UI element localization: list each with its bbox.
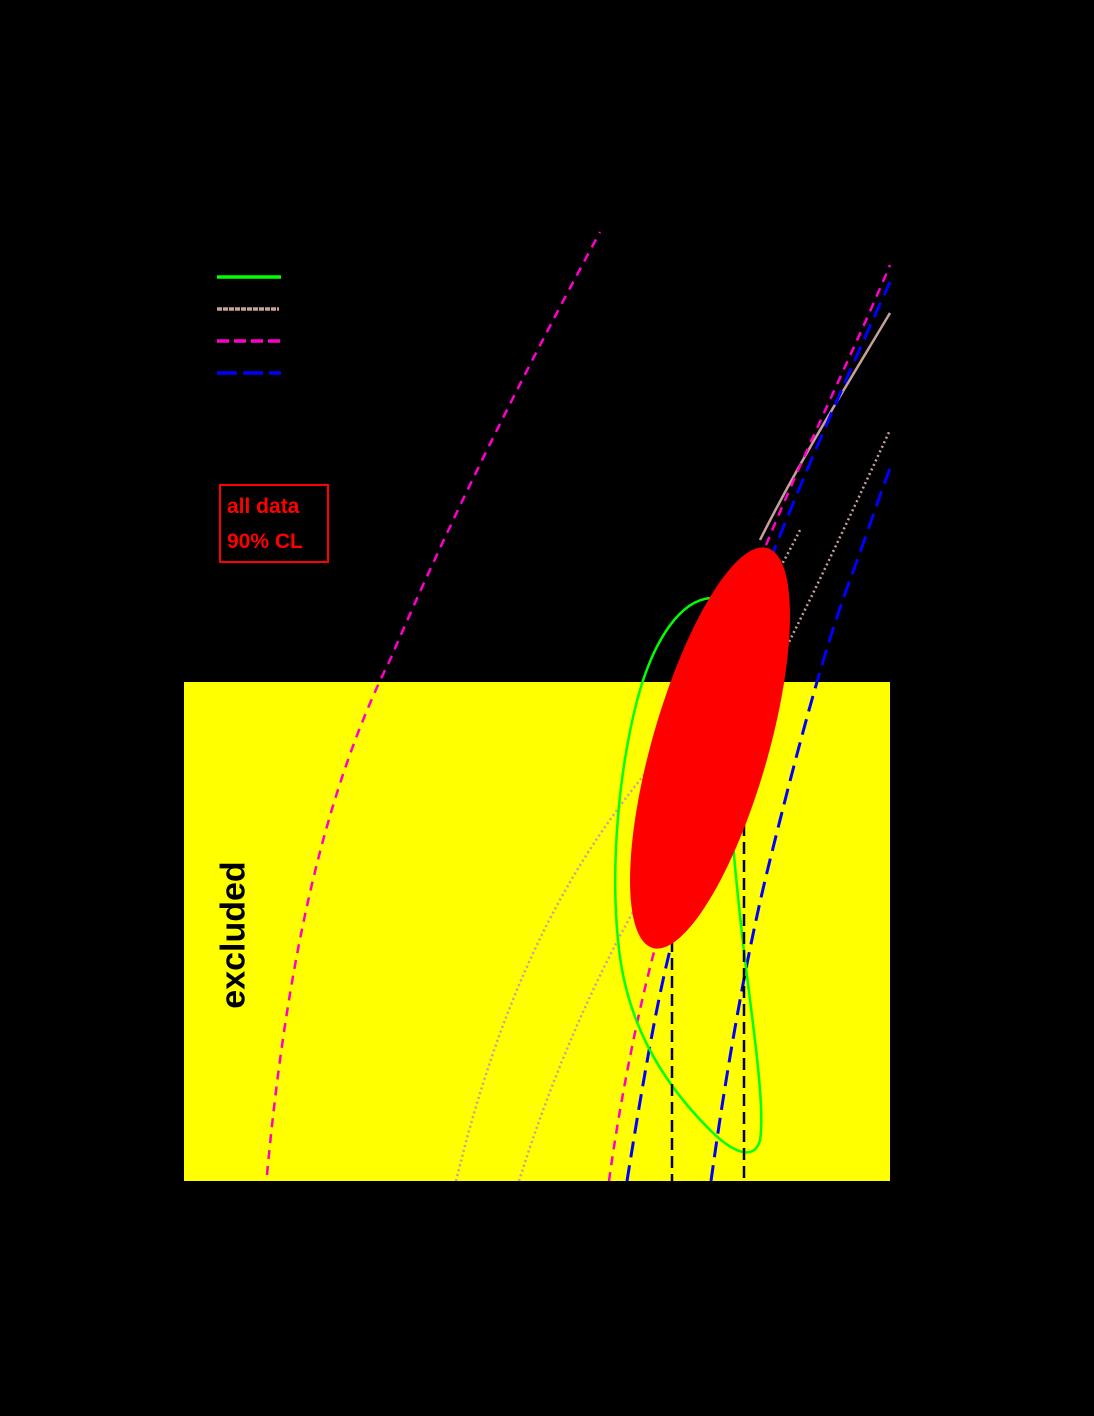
legend [217,275,281,375]
all-data-90cl-ellipse [630,547,790,949]
blue-curve-2 [709,467,892,1182]
excluded-region [184,682,890,1181]
brown-curve-3 [758,312,892,541]
magenta-curve-left [265,231,602,1176]
blue-curve-1 [625,281,892,1182]
label-90cl: 90% CL [227,530,303,553]
excluded-label: excluded [214,861,253,1009]
label-all-data: all data [227,495,300,518]
all-data-label-box: all data 90% CL [219,484,329,563]
magenta-curve-right [607,264,892,1182]
